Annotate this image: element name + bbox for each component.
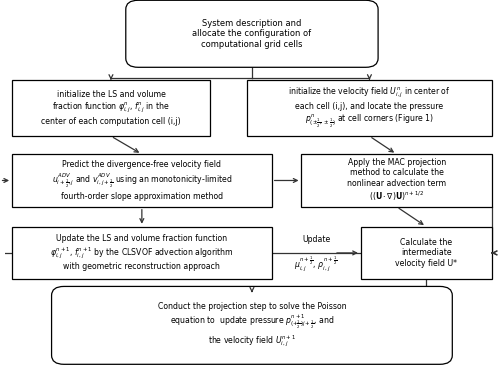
FancyBboxPatch shape [12, 227, 272, 279]
FancyBboxPatch shape [12, 154, 272, 207]
FancyBboxPatch shape [302, 154, 492, 207]
Text: System description and
allocate the configuration of
computational grid cells: System description and allocate the conf… [192, 19, 312, 49]
Text: Conduct the projection step to solve the Poisson
equation to  update pressure $p: Conduct the projection step to solve the… [158, 302, 346, 349]
Text: Update the LS and volume fraction function
$\varphi^{n+1}_{i,j}$, $f^{n+1}_{i,j}: Update the LS and volume fraction functi… [50, 234, 234, 271]
Text: initialize the velocity field $U^n_{i,j}$ in center of
each cell (i,j), and loca: initialize the velocity field $U^n_{i,j}… [288, 86, 451, 130]
Text: Update: Update [302, 235, 330, 244]
Text: initialize the LS and volume
fraction function $\varphi^n_{i,j}$, $f^n_{i,j}$ in: initialize the LS and volume fraction fu… [41, 91, 181, 126]
Text: Calculate the
intermediate
velocity field U*: Calculate the intermediate velocity fiel… [396, 238, 458, 268]
FancyBboxPatch shape [12, 80, 210, 136]
Text: Apply the MAC projection
method to calculate the
nonlinear advection term
$((\ma: Apply the MAC projection method to calcu… [347, 158, 446, 203]
FancyBboxPatch shape [126, 0, 378, 67]
FancyBboxPatch shape [52, 287, 452, 364]
Text: $\mu^{n+\frac{1}{2}}_{i,j}$, $\rho^{n+\frac{1}{2}}_{i,j}$: $\mu^{n+\frac{1}{2}}_{i,j}$, $\rho^{n+\f… [294, 255, 338, 274]
FancyBboxPatch shape [247, 80, 492, 136]
Text: Predict the divergence-free velocity field
$u^{ADV}_{i+\frac{1}{2},j}$ and $v^{A: Predict the divergence-free velocity fie… [52, 161, 232, 200]
FancyBboxPatch shape [361, 227, 492, 279]
